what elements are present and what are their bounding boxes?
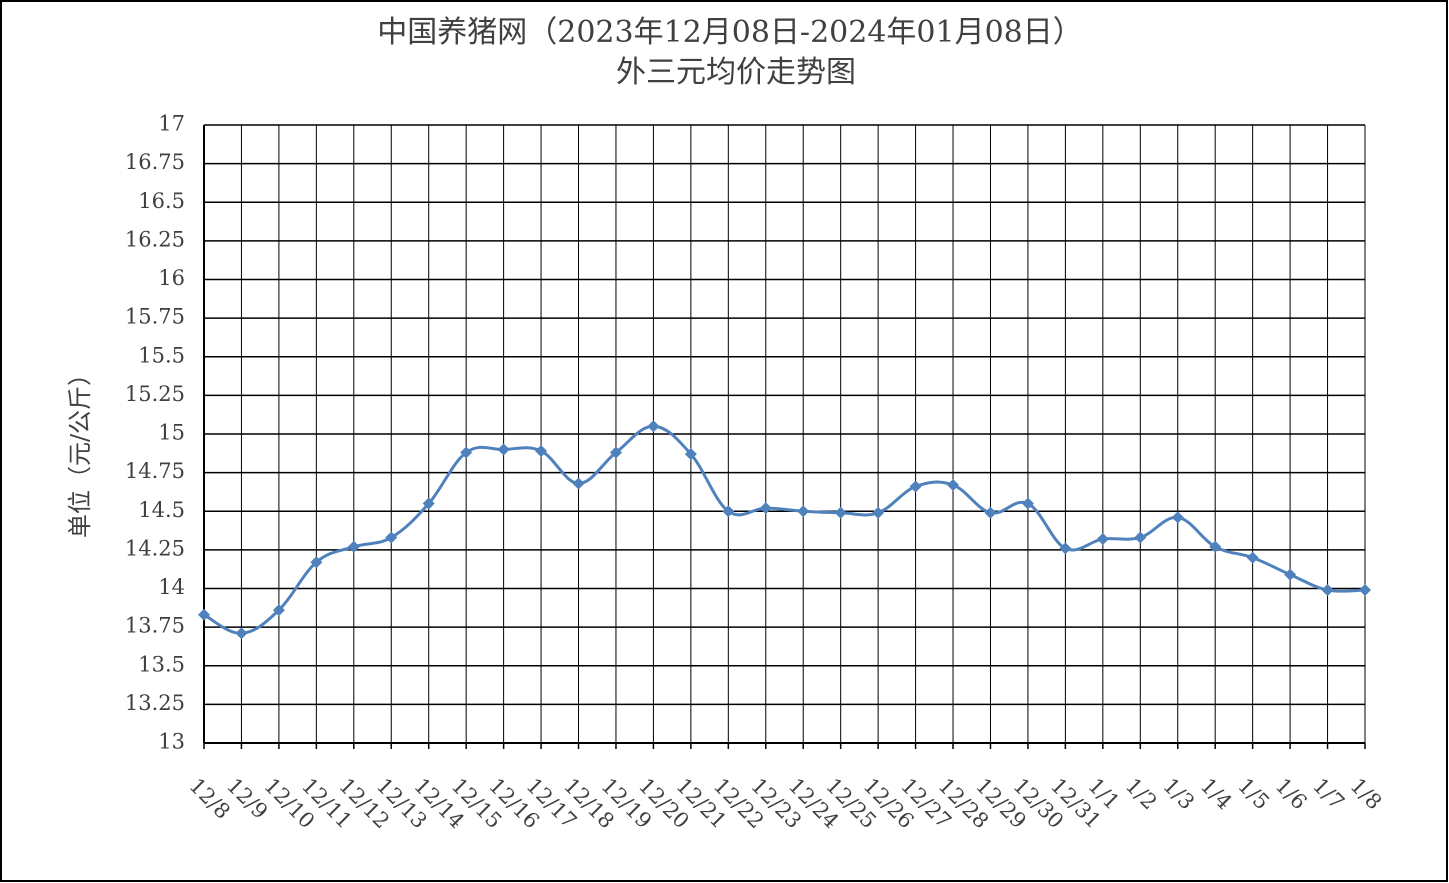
y-tick-label: 15	[158, 421, 185, 445]
y-tick-label: 15.5	[138, 343, 185, 367]
data-point	[872, 506, 885, 519]
y-tick-label: 15.25	[125, 382, 185, 406]
data-point	[272, 604, 285, 617]
y-tick-label: 16	[158, 266, 185, 290]
data-point	[1359, 584, 1371, 597]
y-tick-label: 15.75	[125, 305, 185, 329]
data-point	[609, 446, 622, 459]
data-point	[235, 627, 248, 640]
data-point	[759, 502, 772, 515]
data-point	[1246, 551, 1259, 564]
y-tick-label: 13	[158, 730, 185, 754]
data-point	[647, 420, 660, 433]
y-tick-label: 14.75	[125, 459, 185, 483]
data-point	[497, 443, 510, 456]
data-point	[684, 448, 697, 461]
data-point	[834, 506, 847, 519]
y-tick-label: 16.5	[138, 189, 185, 213]
data-point	[198, 608, 210, 621]
data-point	[984, 506, 997, 519]
y-tick-label: 13.75	[125, 614, 185, 638]
data-point	[385, 531, 398, 544]
y-tick-label: 13.5	[138, 652, 185, 676]
y-tick-label: 16.75	[125, 150, 185, 174]
data-point	[347, 540, 360, 553]
chart-title: 中国养猪网（2023年12月08日-2024年01月08日）	[377, 15, 1083, 50]
chart-subtitle: 外三元均价走势图	[616, 55, 856, 90]
data-point	[797, 505, 810, 518]
y-tick-label: 14.5	[138, 498, 185, 522]
y-tick-label: 16.25	[125, 227, 185, 251]
data-point	[1021, 497, 1034, 510]
data-point	[1171, 511, 1184, 524]
data-point	[1284, 568, 1297, 581]
data-point	[722, 505, 735, 518]
data-point	[572, 477, 585, 490]
data-point	[422, 497, 435, 510]
y-tick-label: 14.25	[125, 536, 185, 560]
data-point	[460, 446, 473, 459]
y-axis-label: 单位（元/公斤）	[66, 362, 94, 538]
y-tick-label: 13.25	[125, 691, 185, 715]
data-point	[947, 478, 960, 491]
data-point	[1134, 531, 1147, 544]
data-point	[310, 556, 323, 569]
data-point	[1059, 542, 1072, 555]
data-point	[909, 480, 922, 493]
data-point	[1209, 540, 1222, 553]
data-point	[1321, 584, 1334, 597]
data-point	[535, 444, 548, 457]
y-tick-label: 14	[158, 575, 185, 599]
data-point	[1096, 533, 1109, 546]
y-tick-label: 17	[158, 112, 185, 136]
